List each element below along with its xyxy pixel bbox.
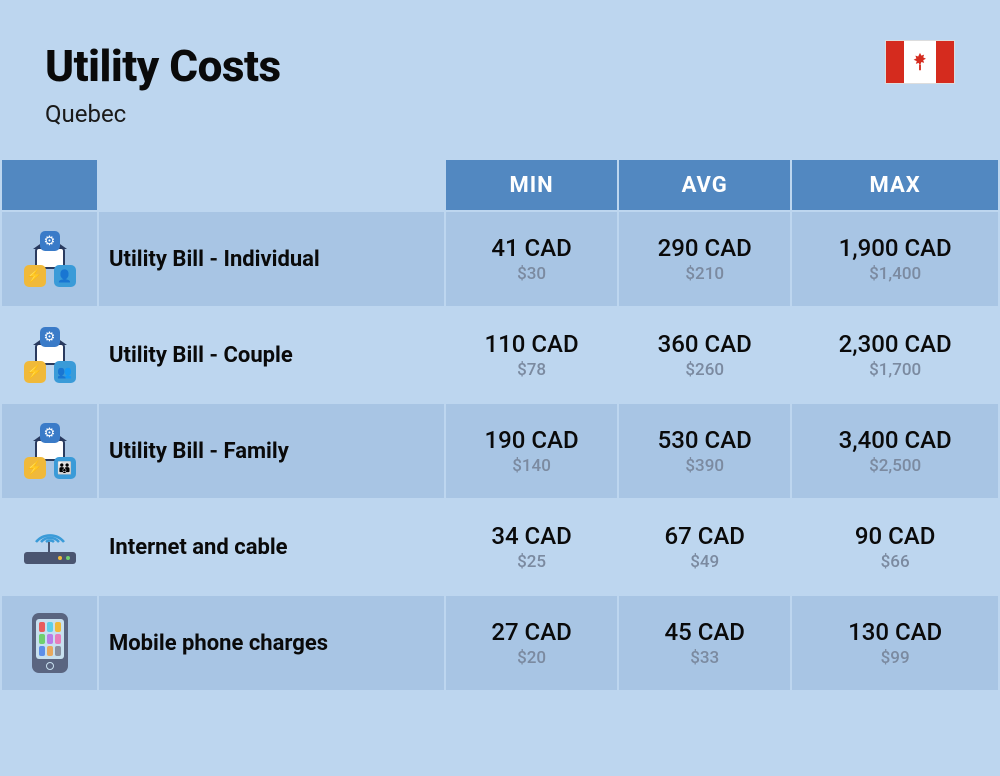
row-icon-cell: 👥 [2,308,97,402]
cell-avg: 360 CAD $260 [619,308,790,402]
header-blank-icon [2,160,97,210]
cell-min: 41 CAD $30 [446,212,617,306]
value-usd: $30 [446,264,617,284]
column-header-max: MAX [792,160,998,210]
cell-avg: 530 CAD $390 [619,404,790,498]
row-icon-cell [2,596,97,690]
value-cad: 67 CAD [619,522,790,550]
table-header-row: MIN AVG MAX [2,160,998,210]
value-cad: 34 CAD [446,522,617,550]
column-header-min: MIN [446,160,617,210]
table-row: Mobile phone charges 27 CAD $20 45 CAD $… [2,596,998,690]
column-header-avg: AVG [619,160,790,210]
header: Utility Costs Quebec [0,0,1000,158]
table-row: 👤 Utility Bill - Individual 41 CAD $30 2… [2,212,998,306]
value-usd: $33 [619,648,790,668]
cell-min: 190 CAD $140 [446,404,617,498]
value-cad: 130 CAD [792,618,998,646]
utility-bill-icon: 👥 [22,327,78,383]
cell-avg: 67 CAD $49 [619,500,790,594]
router-icon [20,522,80,572]
cell-max: 90 CAD $66 [792,500,998,594]
value-cad: 1,900 CAD [792,234,998,262]
value-usd: $99 [792,648,998,668]
value-usd: $140 [446,456,617,476]
cell-min: 27 CAD $20 [446,596,617,690]
cell-max: 130 CAD $99 [792,596,998,690]
value-usd: $1,400 [792,264,998,284]
row-icon-cell: 👤 [2,212,97,306]
value-cad: 45 CAD [619,618,790,646]
utility-bill-icon: 👪 [22,423,78,479]
value-cad: 290 CAD [619,234,790,262]
value-usd: $2,500 [792,456,998,476]
utility-costs-table: MIN AVG MAX 👤 Utility Bill - Individual … [0,158,1000,692]
row-label: Utility Bill - Individual [99,212,444,306]
value-usd: $78 [446,360,617,380]
table-row: Internet and cable 34 CAD $25 67 CAD $49… [2,500,998,594]
row-icon-cell [2,500,97,594]
value-cad: 2,300 CAD [792,330,998,358]
value-usd: $49 [619,552,790,572]
cell-max: 2,300 CAD $1,700 [792,308,998,402]
row-label: Internet and cable [99,500,444,594]
value-usd: $260 [619,360,790,380]
table-row: 👪 Utility Bill - Family 190 CAD $140 530… [2,404,998,498]
value-cad: 90 CAD [792,522,998,550]
row-icon-cell: 👪 [2,404,97,498]
value-usd: $66 [792,552,998,572]
header-blank-label [99,160,444,210]
cell-min: 34 CAD $25 [446,500,617,594]
page-title: Utility Costs [45,40,281,92]
row-label: Utility Bill - Family [99,404,444,498]
value-cad: 27 CAD [446,618,617,646]
row-label: Utility Bill - Couple [99,308,444,402]
row-label: Mobile phone charges [99,596,444,690]
utility-bill-icon: 👤 [22,231,78,287]
cell-avg: 45 CAD $33 [619,596,790,690]
canada-flag-icon [885,40,955,84]
value-cad: 190 CAD [446,426,617,454]
value-usd: $20 [446,648,617,668]
mobile-phone-icon [32,613,68,673]
header-text: Utility Costs Quebec [45,40,281,128]
cell-max: 1,900 CAD $1,400 [792,212,998,306]
value-cad: 41 CAD [446,234,617,262]
value-usd: $25 [446,552,617,572]
value-cad: 360 CAD [619,330,790,358]
value-cad: 110 CAD [446,330,617,358]
value-usd: $1,700 [792,360,998,380]
cell-avg: 290 CAD $210 [619,212,790,306]
value-usd: $390 [619,456,790,476]
table-row: 👥 Utility Bill - Couple 110 CAD $78 360 … [2,308,998,402]
value-cad: 3,400 CAD [792,426,998,454]
cell-min: 110 CAD $78 [446,308,617,402]
value-cad: 530 CAD [619,426,790,454]
cell-max: 3,400 CAD $2,500 [792,404,998,498]
page-subtitle: Quebec [45,100,281,128]
value-usd: $210 [619,264,790,284]
